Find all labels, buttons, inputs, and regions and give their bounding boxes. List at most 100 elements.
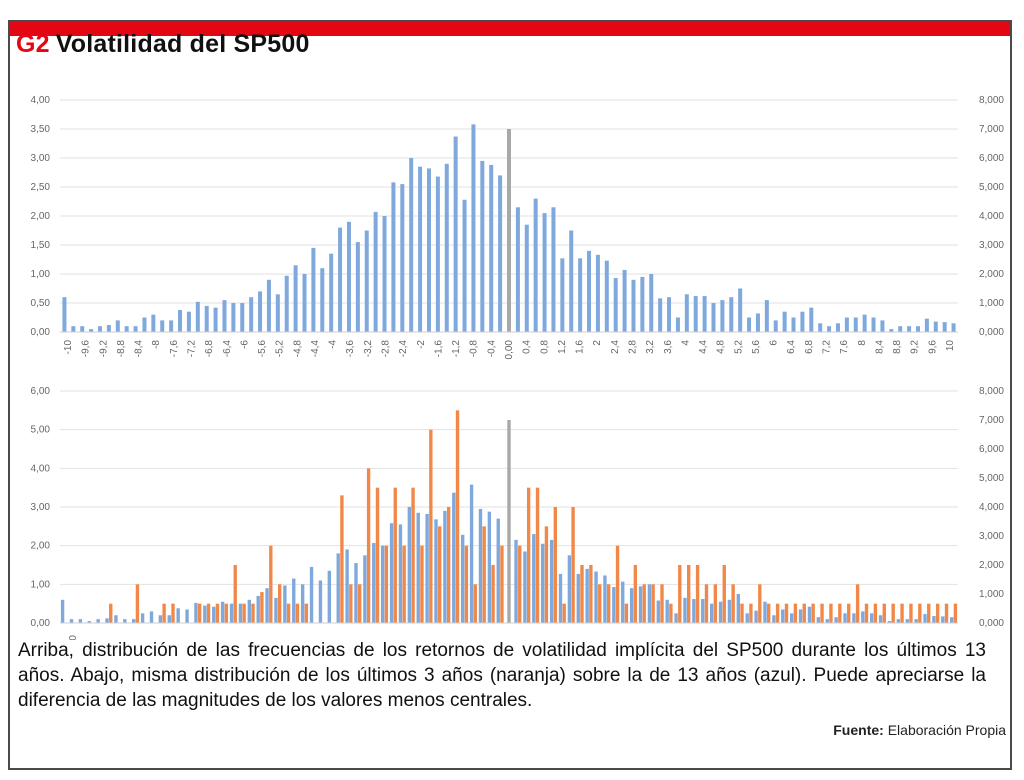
bar-orange — [491, 565, 495, 623]
bar-blue — [222, 300, 227, 332]
bar-orange — [366, 468, 371, 623]
x-tick-label: 0,8 — [539, 340, 550, 354]
bar-blue — [887, 621, 892, 623]
bar-blue — [631, 279, 636, 332]
bar-blue — [781, 609, 785, 623]
bar-blue — [284, 275, 289, 332]
bar-blue — [115, 320, 120, 332]
x-tick-label: -9,2 — [98, 340, 109, 358]
bar-blue — [480, 160, 485, 332]
bar-orange — [473, 584, 477, 623]
bar-blue — [318, 580, 323, 623]
bar-blue — [238, 603, 243, 623]
bar-blue — [363, 555, 367, 623]
x-tick-label: -2,8 — [381, 340, 392, 358]
y-tick-label: 4,00 — [31, 463, 51, 474]
x-tick-label: -8,8 — [116, 340, 127, 358]
x-tick-label: 9,6 — [927, 340, 938, 354]
y-tick-label: 2,00 — [31, 211, 51, 222]
bar-blue — [533, 198, 538, 332]
bar-blue — [309, 566, 314, 623]
bar-blue — [407, 507, 412, 623]
bar-blue — [720, 300, 725, 332]
bar-orange — [847, 603, 851, 623]
bar-blue — [647, 584, 652, 623]
bar-orange — [927, 603, 931, 623]
bar-orange — [935, 603, 940, 623]
bar-orange — [704, 584, 709, 623]
bar-blue — [551, 207, 556, 332]
bar-blue — [320, 268, 325, 332]
bar-blue — [950, 617, 954, 623]
bar-blue — [675, 317, 680, 332]
bar-blue — [300, 584, 305, 623]
bar-blue — [302, 274, 307, 332]
header-accent-bar — [10, 22, 1010, 36]
bar-blue — [443, 510, 447, 623]
bar-blue — [240, 303, 245, 332]
bar-blue — [578, 258, 583, 332]
bar-blue — [274, 597, 278, 623]
bar-blue — [364, 230, 369, 332]
bar-blue — [524, 224, 529, 332]
x-tick-label: 7,2 — [822, 340, 833, 354]
bar-blue — [807, 606, 812, 623]
bar-orange — [633, 565, 638, 623]
x-tick-label: -0,8 — [469, 340, 480, 358]
bar-blue — [880, 320, 885, 332]
bar-blue — [603, 575, 607, 623]
bar-blue — [142, 317, 147, 332]
bar-blue — [542, 213, 547, 332]
y-tick-label: 0,00 — [31, 618, 51, 629]
bar-blue — [711, 303, 716, 332]
bar-orange — [269, 545, 273, 623]
bar-blue — [151, 314, 156, 332]
charts-canvas: 0,00 0,50 1,00 1,50 2,00 2,50 3,00 3,50 4,00 0,00… — [31, 95, 1005, 640]
bar-orange — [286, 603, 291, 623]
bar-blue — [380, 545, 385, 623]
bar-blue — [336, 553, 340, 623]
chart-title: G2 Volatilidad del SP500 — [16, 30, 310, 59]
bar-blue — [266, 279, 271, 332]
bar-blue — [327, 570, 332, 623]
bar-blue — [496, 518, 500, 623]
y2-tick-label: 8,000 — [979, 386, 1004, 397]
bar-blue — [852, 613, 856, 623]
bar-blue — [665, 599, 669, 623]
chart-title-text: Volatilidad del SP500 — [55, 30, 310, 58]
bar-orange — [606, 584, 611, 623]
bar-blue — [558, 573, 563, 623]
bar-blue — [80, 326, 85, 332]
bar-blue — [98, 326, 103, 332]
bar-blue — [487, 511, 492, 623]
x-tick-label: 6,4 — [786, 340, 797, 354]
bar-orange — [580, 565, 584, 623]
bar-blue — [649, 274, 654, 332]
bar-orange — [838, 603, 842, 623]
x-tick-label: 8 — [857, 340, 868, 346]
bar-blue — [460, 534, 465, 623]
bar-blue — [951, 323, 956, 332]
bar-blue — [844, 317, 849, 332]
x-tick-label: -9,6 — [81, 340, 92, 358]
bar-orange — [446, 507, 451, 623]
y2-tick-label: 4,000 — [979, 502, 1004, 513]
bar-blue — [834, 617, 838, 623]
y-tick-label: 3,00 — [31, 502, 51, 513]
bar-blue — [346, 221, 351, 332]
bar-blue — [132, 619, 136, 623]
bar-orange — [695, 565, 700, 623]
bar-blue — [160, 320, 165, 332]
bar-blue — [896, 619, 901, 623]
bar-blue — [453, 136, 458, 332]
bar-orange — [162, 603, 166, 623]
y2-tick-label: 4,000 — [979, 211, 1004, 222]
bar-blue — [258, 291, 263, 332]
bar-blue — [469, 484, 474, 623]
bar-blue — [587, 250, 592, 332]
bar-orange — [944, 603, 949, 623]
bar-orange — [855, 584, 860, 623]
bar-blue — [176, 608, 180, 623]
bar-orange — [535, 487, 540, 623]
bar-blue — [452, 492, 456, 623]
